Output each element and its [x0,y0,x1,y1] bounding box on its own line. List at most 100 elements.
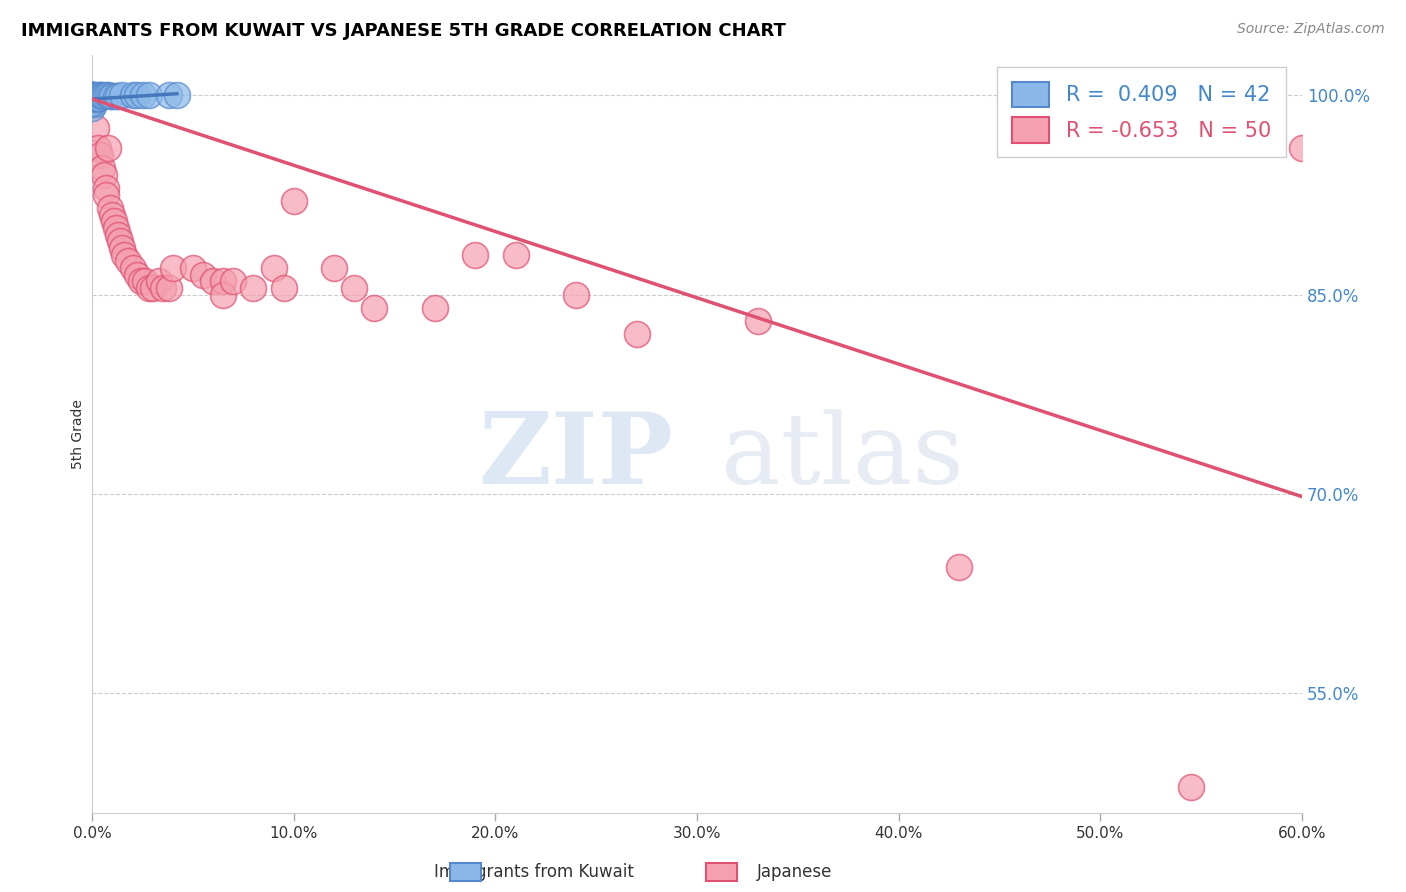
Point [83,92,105,106]
Point [157,88,180,103]
Point [157,281,180,295]
Point [747,314,769,328]
Point [83,89,105,103]
Point [134,274,156,288]
Point [152,281,174,295]
Point [87,91,110,105]
Point [91,89,114,103]
Point [82,95,104,109]
Point [1291,141,1313,155]
Point [82,101,104,115]
Point [283,194,305,209]
Point [84,91,107,105]
Point [91,88,114,103]
Point [181,260,204,275]
Point [89,88,111,103]
Point [148,274,170,288]
Point [191,268,214,282]
Point [82,88,104,103]
Point [105,89,128,103]
Point [82,88,104,103]
Point [97,141,120,155]
Point [97,88,120,103]
Point [202,274,225,288]
Point [93,168,115,182]
Point [131,88,153,103]
Text: atlas: atlas [721,409,965,505]
Point [948,560,970,574]
Point [96,88,118,103]
Point [138,281,160,295]
Point [212,287,235,301]
Point [423,301,446,315]
Point [82,88,104,103]
Legend: R =  0.409   N = 42, R = -0.653   N = 50: R = 0.409 N = 42, R = -0.653 N = 50 [997,67,1285,158]
Point [84,92,107,106]
Point [83,97,105,112]
Point [84,91,107,105]
Point [96,181,118,195]
Point [84,88,107,103]
Point [84,121,107,136]
Point [96,187,118,202]
Point [273,281,295,295]
Point [242,281,264,295]
Point [166,88,188,103]
Point [105,221,128,235]
Point [82,95,104,110]
Point [111,241,134,255]
Point [114,247,136,261]
Point [129,274,152,288]
Point [162,260,184,275]
Point [565,287,588,301]
Point [89,148,111,162]
Point [98,89,121,103]
Point [222,274,245,288]
Point [125,88,148,103]
Point [82,91,104,105]
Point [125,268,148,282]
Point [1180,780,1202,794]
Point [107,89,129,103]
Point [323,260,346,275]
Point [83,89,105,103]
Point [82,88,104,103]
Point [93,89,115,103]
Text: Immigrants from Kuwait: Immigrants from Kuwait [434,863,634,881]
Point [89,88,111,103]
Point [87,89,110,103]
Point [142,281,165,295]
Point [505,247,527,261]
Point [464,247,486,261]
Point [103,214,125,228]
Point [101,89,124,103]
Point [117,254,139,268]
Point [98,201,121,215]
Point [111,88,134,103]
Text: Japanese: Japanese [756,863,832,881]
Point [82,88,104,103]
Point [83,95,105,109]
Point [363,301,385,315]
Point [110,235,132,249]
Text: IMMIGRANTS FROM KUWAIT VS JAPANESE 5TH GRADE CORRELATION CHART: IMMIGRANTS FROM KUWAIT VS JAPANESE 5TH G… [21,22,786,40]
Point [121,88,143,103]
Point [121,260,143,275]
Point [107,227,129,242]
Point [212,274,235,288]
Point [138,88,160,103]
Point [343,281,366,295]
Point [83,88,105,103]
Y-axis label: 5th Grade: 5th Grade [72,400,86,469]
Point [82,95,104,109]
Point [87,141,110,155]
Point [87,91,110,105]
Point [101,208,124,222]
Text: ZIP: ZIP [478,409,673,506]
Point [91,161,114,176]
Point [263,260,285,275]
Point [82,94,104,108]
Point [626,327,648,342]
Text: Source: ZipAtlas.com: Source: ZipAtlas.com [1237,22,1385,37]
Point [89,89,111,103]
